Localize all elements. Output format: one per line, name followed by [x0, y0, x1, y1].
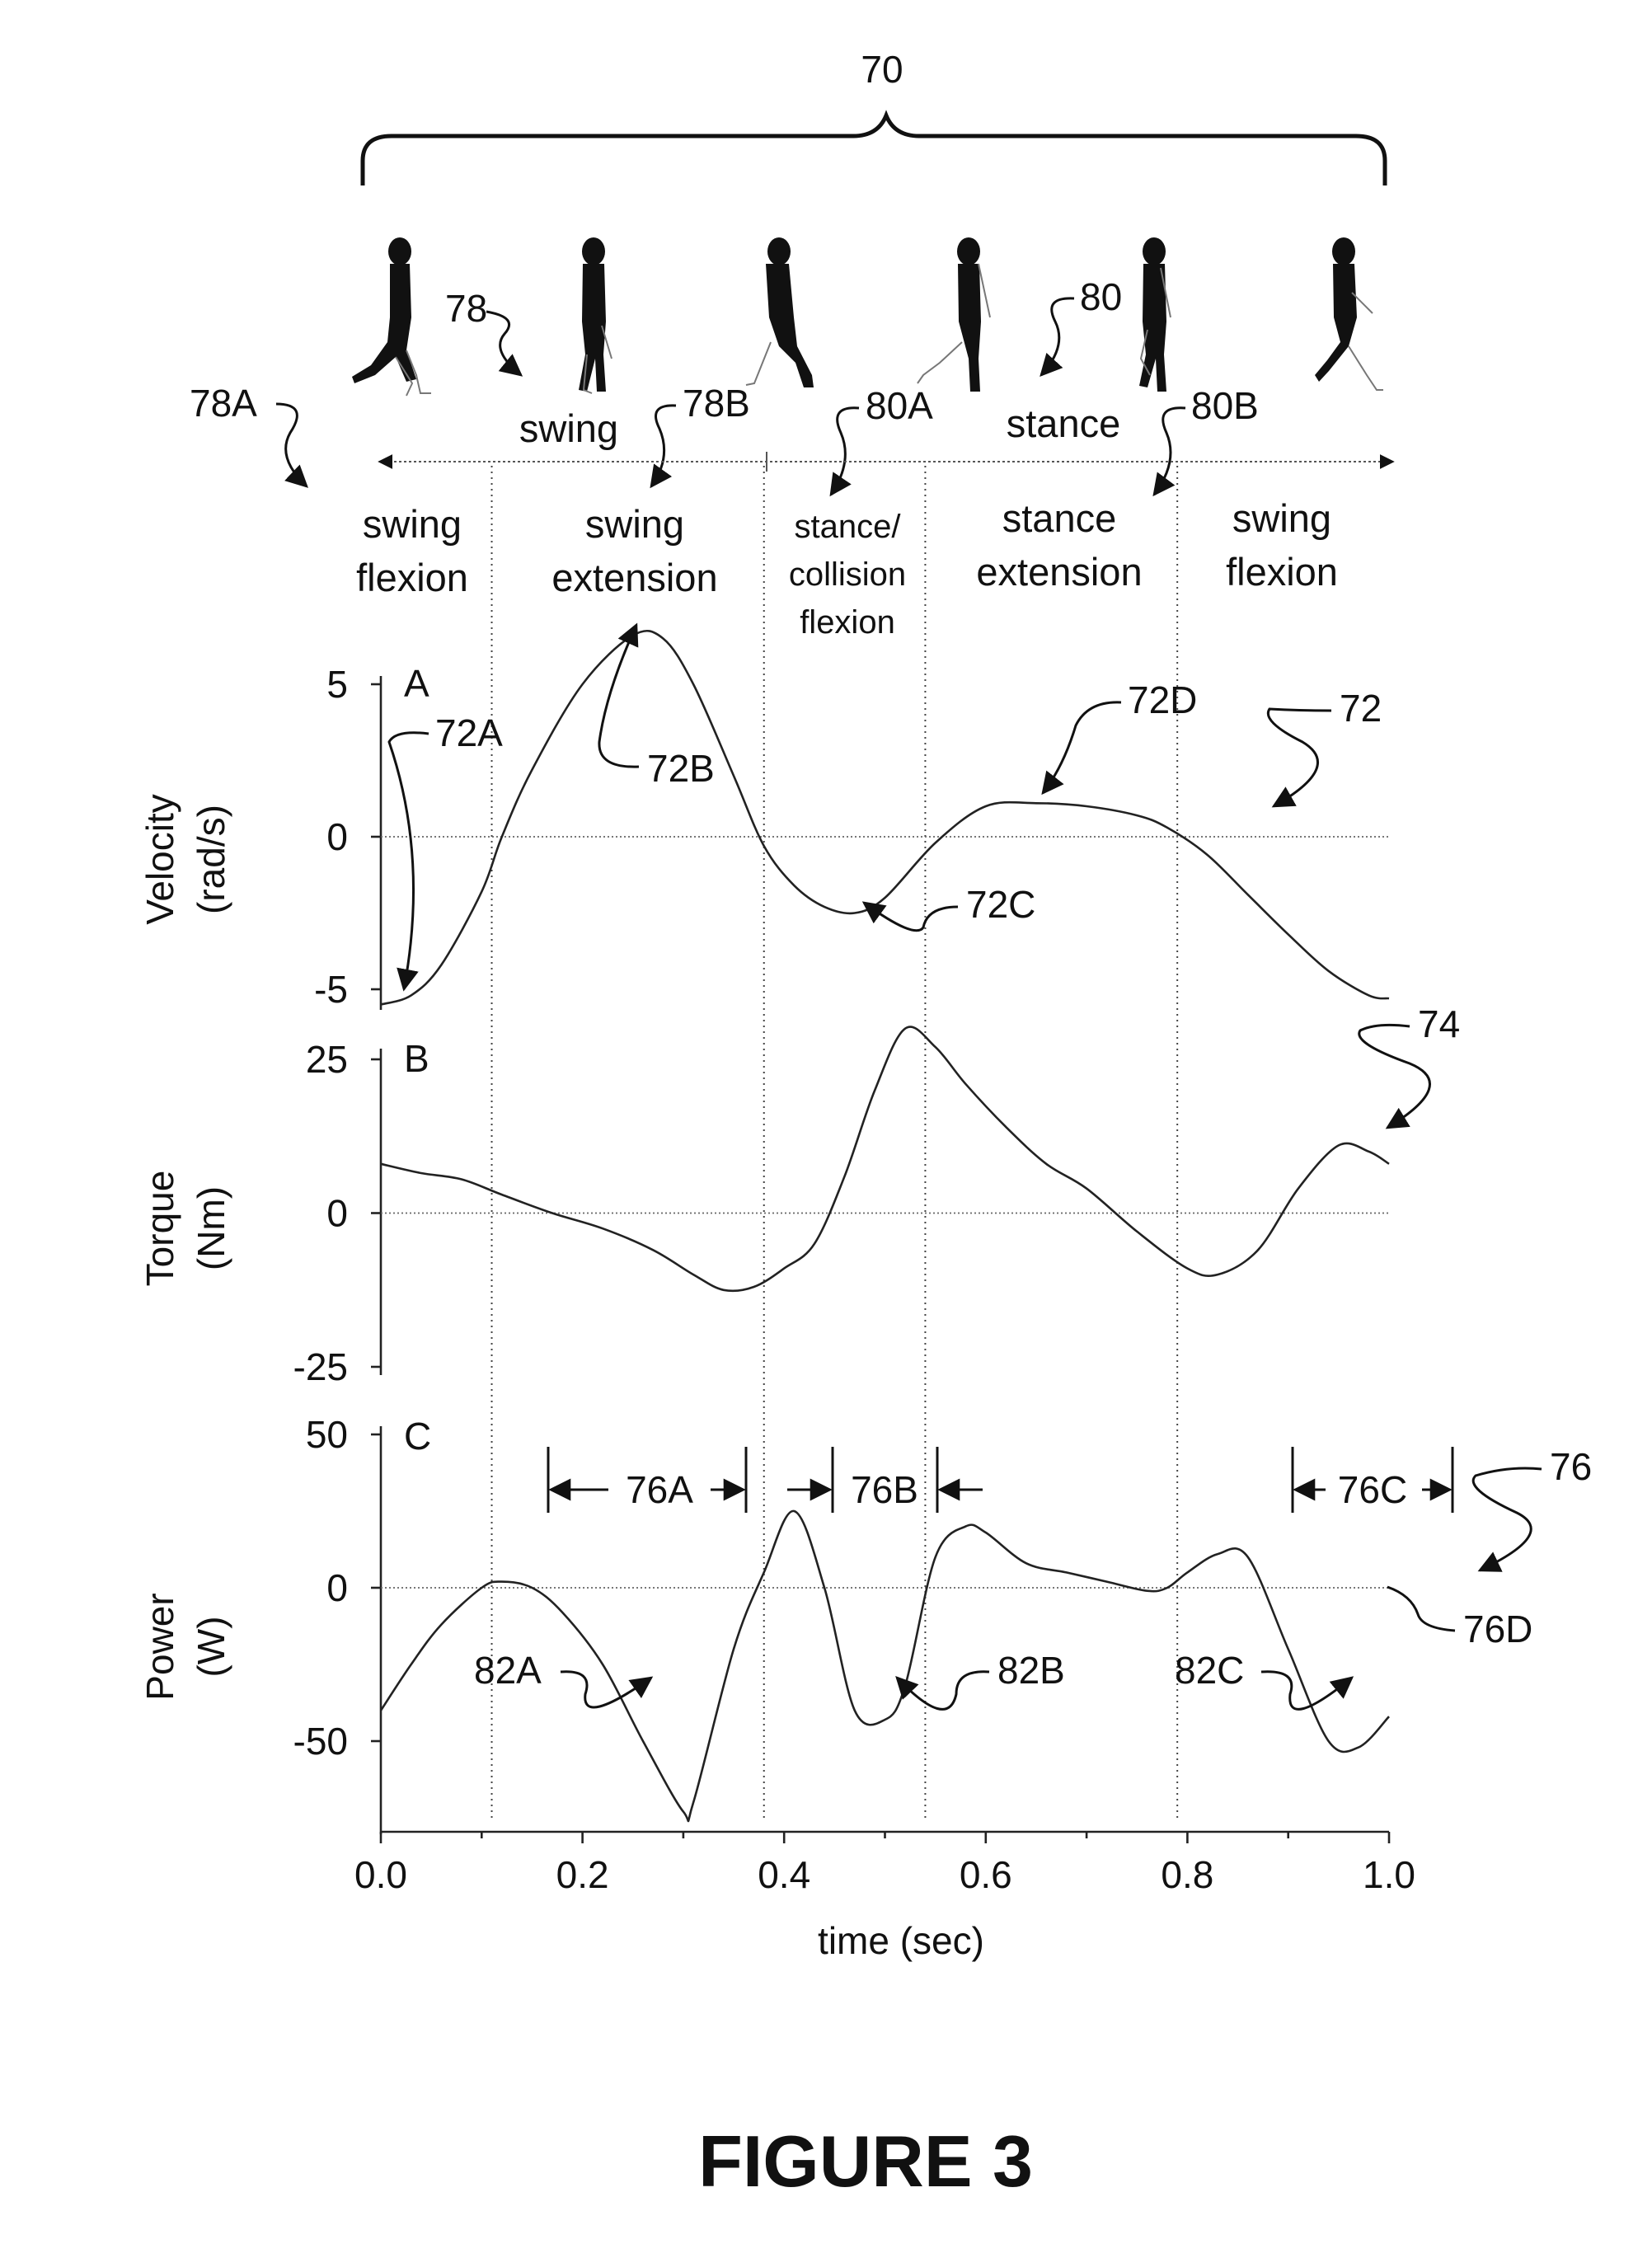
svg-text:stance/: stance/	[795, 509, 902, 545]
svg-text:extension: extension	[976, 550, 1142, 594]
panel-b-series-line	[381, 1027, 1389, 1291]
svg-text:collision: collision	[789, 556, 906, 593]
annot-74: 74	[1418, 1002, 1460, 1045]
annot-76d-leader	[1387, 1587, 1455, 1631]
stance-phase-label: stance	[1007, 401, 1120, 445]
y-tick-label: 0	[326, 1192, 348, 1235]
annot-76: 76	[1550, 1445, 1592, 1488]
panel-b-y-label: (Nm)	[190, 1186, 232, 1270]
walker-figure-4	[918, 237, 990, 392]
interval-76b: 76B	[787, 1447, 983, 1513]
annot-82a-leader	[561, 1672, 651, 1707]
subphase-label-stance-extension: stance extension	[976, 496, 1142, 594]
y-tick-label: -25	[293, 1345, 348, 1388]
svg-text:76C: 76C	[1338, 1468, 1407, 1511]
subphase-ref-80a-leader	[831, 408, 859, 495]
x-tick-label: 0.2	[556, 1853, 609, 1896]
walker-figure-6	[1315, 237, 1383, 390]
annot-82c: 82C	[1175, 1649, 1244, 1692]
stance-ref-leader	[1041, 298, 1074, 375]
x-tick-label: 0.4	[758, 1853, 810, 1896]
walker-figure-1	[352, 237, 431, 396]
annot-72a-leader	[389, 733, 429, 989]
annot-72: 72	[1340, 687, 1382, 730]
svg-text:flexion: flexion	[356, 556, 468, 599]
y-tick-label: -50	[293, 1720, 348, 1763]
panel-c-y-label: (W)	[190, 1616, 232, 1677]
subphase-ref-78a: 78A	[190, 382, 257, 425]
annot-72d-leader	[1043, 702, 1121, 793]
panel-a-series-line	[381, 631, 1389, 1004]
annot-72c: 72C	[966, 883, 1035, 926]
swing-phase-label: swing	[519, 406, 618, 450]
gait-cycle-brace	[363, 115, 1385, 185]
subphase-label-swing-flexion-2: swing flexion	[1226, 496, 1338, 594]
swing-ref-leader	[486, 312, 521, 375]
x-tick-label: 0.6	[960, 1853, 1012, 1896]
annot-72-leader	[1268, 709, 1331, 806]
panel-c-y-label: Power	[138, 1593, 181, 1700]
subphase-label-stance-collision-flexion: stance/ collision flexion	[789, 509, 906, 641]
annot-82b: 82B	[997, 1649, 1065, 1692]
subphase-ref-78a-leader	[276, 404, 307, 486]
y-tick-label: 5	[326, 663, 348, 706]
subphase-label-swing-extension: swing extension	[551, 502, 717, 599]
stance-ref-label: 80	[1080, 275, 1122, 318]
y-tick-label: 50	[306, 1413, 348, 1456]
interval-76a: 76A	[548, 1447, 746, 1513]
svg-text:stance: stance	[1002, 496, 1116, 540]
panel-b: 25 0 -25 Torque(Nm)	[138, 1027, 1389, 1388]
walker-figure-2	[579, 237, 612, 393]
y-tick-label: -5	[314, 968, 348, 1011]
svg-text:76A: 76A	[626, 1468, 693, 1511]
y-tick-label: 0	[326, 815, 348, 858]
x-axis-label: time (sec)	[818, 1919, 984, 1962]
x-tick-label: 0.0	[354, 1853, 407, 1896]
annot-82b-leader	[897, 1672, 989, 1710]
interval-76c: 76C	[1293, 1447, 1453, 1513]
annot-82c-leader	[1261, 1672, 1352, 1710]
subphase-ref-80b-leader	[1154, 408, 1185, 495]
gait-cycle-ref-label: 70	[861, 48, 903, 91]
panel-a-y-label: Velocity	[138, 794, 181, 925]
annot-72c-leader	[864, 903, 958, 931]
panel-a: 5 0 -5 Velocity(rad/s)	[138, 631, 1389, 1011]
svg-text:swing: swing	[363, 502, 462, 546]
walker-figure-3	[746, 237, 814, 387]
x-tick-label: 1.0	[1363, 1853, 1415, 1896]
svg-text:swing: swing	[1232, 496, 1331, 540]
panel-c-letter: C	[404, 1415, 431, 1458]
subphase-label-swing-flexion-1: swing flexion	[356, 502, 468, 599]
panel-a-y-label: (rad/s)	[190, 805, 232, 914]
annot-72b: 72B	[647, 747, 715, 790]
annot-82a: 82A	[474, 1649, 542, 1692]
panel-b-letter: B	[404, 1037, 429, 1080]
svg-text:76B: 76B	[851, 1468, 918, 1511]
svg-text:swing: swing	[585, 502, 684, 546]
annot-72a: 72A	[435, 711, 503, 754]
x-axis: 0.0 0.2 0.4 0.6 0.8 1.0	[354, 1832, 1415, 1896]
y-tick-label: 0	[326, 1566, 348, 1609]
walker-figures	[352, 237, 1383, 396]
svg-text:flexion: flexion	[1226, 550, 1338, 594]
panel-b-y-label: Torque	[138, 1171, 181, 1287]
annot-76-leader	[1473, 1468, 1542, 1570]
svg-text:extension: extension	[551, 556, 717, 599]
subphase-ref-78b: 78B	[683, 382, 750, 425]
chart-panels: 50-5Velocity(rad/s)250-25Torque(Nm)500-5…	[138, 631, 1415, 1896]
svg-text:flexion: flexion	[800, 604, 895, 641]
y-tick-label: 25	[306, 1038, 348, 1081]
subphase-ref-80a: 80A	[866, 384, 933, 427]
swing-ref-label: 78	[445, 287, 487, 330]
figure-title: FIGURE 3	[698, 2120, 1033, 2202]
x-tick-label: 0.8	[1161, 1853, 1213, 1896]
annot-72d: 72D	[1128, 678, 1197, 721]
annot-76d: 76D	[1463, 1608, 1532, 1650]
subphase-ref-80b: 80B	[1191, 384, 1259, 427]
subphase-ref-78b-leader	[651, 406, 676, 486]
panel-a-letter: A	[404, 662, 429, 705]
walker-figure-5	[1139, 237, 1171, 392]
